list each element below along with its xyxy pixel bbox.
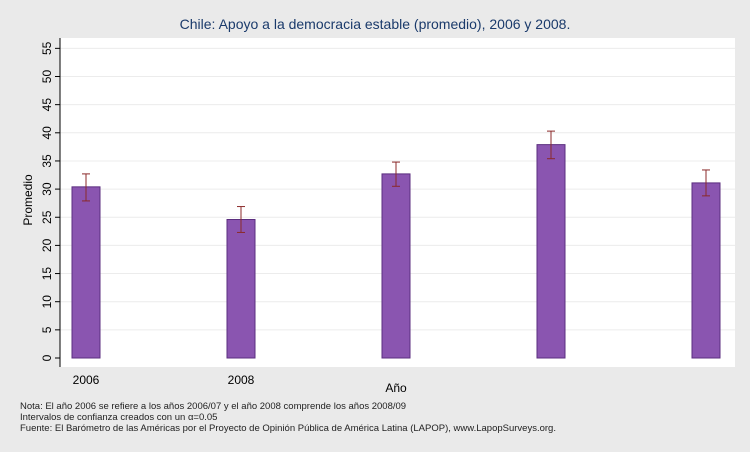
y-tick-label: 45 [40,98,54,112]
bar [226,219,256,359]
y-tick-label: 25 [40,210,54,224]
y-tick-label: 15 [40,267,54,281]
bar [536,144,566,359]
y-tick-label: 10 [40,295,54,309]
y-tick-label: 5 [40,326,54,333]
y-axis: 0 5 10 15 20 25 30 35 40 45 50 55 [40,38,61,367]
y-tick-label: 55 [40,41,54,55]
y-tick-label: 30 [40,182,54,196]
bar [71,186,101,359]
y-tick-label: 40 [40,126,54,140]
y-tick-label: 20 [40,238,54,252]
y-tick-label: 0 [40,354,54,361]
x-axis-label: Año [385,381,407,395]
note-line-1: Nota: El año 2006 se refiere a los años … [20,401,407,412]
x-tick-label: 2006 [73,373,100,387]
y-tick-label: 35 [40,154,54,168]
y-axis-label: Promedio [21,174,35,226]
note-line-2: Intervalos de confianza creados con un α… [20,412,218,423]
x-tick-label: 2008 [228,373,255,387]
note-line-3: Fuente: El Barómetro de las Américas por… [20,423,556,434]
error-bars [82,130,710,233]
bars [71,144,721,359]
x-axis: 2006 2008 [73,373,255,387]
bar [381,173,411,359]
chart-title: Chile: Apoyo a la democracia estable (pr… [179,16,571,32]
bar [691,182,721,359]
y-tick-label: 50 [40,70,54,84]
